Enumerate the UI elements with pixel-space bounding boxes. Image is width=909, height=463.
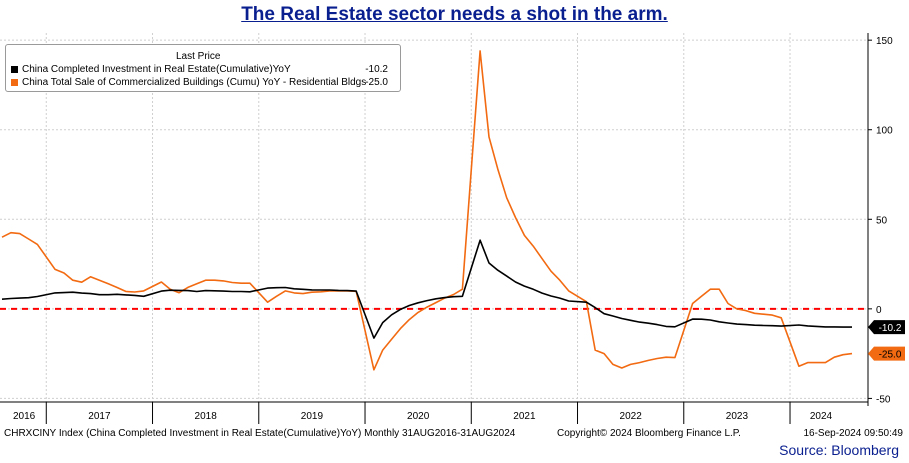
last-value-tag <box>868 320 905 335</box>
legend-value: -10.2 <box>365 63 388 75</box>
last-value-text: -10.2 <box>879 323 902 334</box>
footer-index-text: CHRXCINY Index (China Completed Investme… <box>4 428 516 439</box>
chart-title: The Real Estate sector needs a shot in t… <box>241 4 668 25</box>
x-tick-label: 2023 <box>726 411 749 422</box>
legend-item-sales: China Total Sale of Commercialized Build… <box>11 76 393 88</box>
legend-swatch-black <box>11 65 18 73</box>
y-axis: 150 100 50 0 -50 <box>867 33 893 406</box>
last-value-labels: -10.2 -25.0 <box>868 320 905 361</box>
legend-label: China Total Sale of Commercialized Build… <box>22 76 367 88</box>
y-tick-label: 150 <box>876 36 893 47</box>
x-tick-label: 2016 <box>13 411 36 422</box>
x-tick-label: 2024 <box>810 411 833 422</box>
x-axis: 2016 2017 2018 2019 2020 2021 2022 2023 2024 <box>0 401 868 424</box>
x-tick-label: 2017 <box>88 411 111 422</box>
y-tick-label: 0 <box>876 305 882 316</box>
legend-label: China Completed Investment in Real Estat… <box>22 63 291 75</box>
y-tick-label: 100 <box>876 126 893 137</box>
plot-background <box>0 33 868 402</box>
x-tick-label: 2022 <box>620 411 643 422</box>
legend-value: -25.0 <box>365 76 388 88</box>
x-tick-label: 2018 <box>195 411 218 422</box>
legend: Last Price China Completed Investment in… <box>5 44 401 92</box>
footer-copyright: Copyright© 2024 Bloomberg Finance L.P. <box>557 428 741 439</box>
x-tick-label: 2021 <box>513 411 536 422</box>
series-lines <box>1 50 853 371</box>
plot-area <box>0 33 868 402</box>
x-tick-label: 2019 <box>301 411 324 422</box>
last-value-text: -25.0 <box>879 350 902 361</box>
x-tick-label: 2020 <box>407 411 430 422</box>
y-tick-label: 50 <box>876 215 888 226</box>
legend-header: Last Price <box>176 51 221 62</box>
footer-timestamp: 16-Sep-2024 09:50:49 <box>803 428 903 439</box>
x-year-separators <box>45 33 791 402</box>
legend-swatch-orange <box>11 78 18 86</box>
source-note: Source: Bloomberg <box>779 442 899 458</box>
last-value-tag <box>868 346 905 361</box>
legend-item-investment: China Completed Investment in Real Estat… <box>11 63 393 75</box>
y-tick-label: -50 <box>876 394 891 405</box>
series-line <box>1 50 853 371</box>
series-line <box>1 239 852 339</box>
